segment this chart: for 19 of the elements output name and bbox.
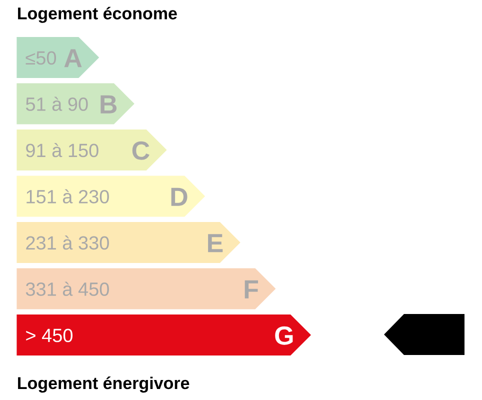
y-tick-label: 331 à 450 xyxy=(26,282,109,296)
bar xyxy=(16,268,276,310)
chart-title: Logement économe xyxy=(18,6,177,23)
bar xyxy=(16,129,167,170)
text: Logement énergivore xyxy=(18,376,190,393)
y-tick-label: 51 à 90 xyxy=(26,96,88,111)
y-tick-label: 151 à 230 xyxy=(26,189,109,204)
y-tick-label: 91 à 150 xyxy=(26,142,98,158)
annotation: C xyxy=(132,141,150,160)
annotation: E xyxy=(208,234,223,252)
annotation: G xyxy=(275,326,293,345)
annotation: D xyxy=(171,188,188,206)
bar xyxy=(16,176,206,217)
y-tick-label: 231 à 330 xyxy=(26,235,109,250)
bar xyxy=(16,314,311,356)
annotation: F xyxy=(244,280,258,298)
annotation: B xyxy=(100,95,117,114)
bar xyxy=(16,222,240,263)
y-tick-label: > 450 xyxy=(26,328,73,342)
